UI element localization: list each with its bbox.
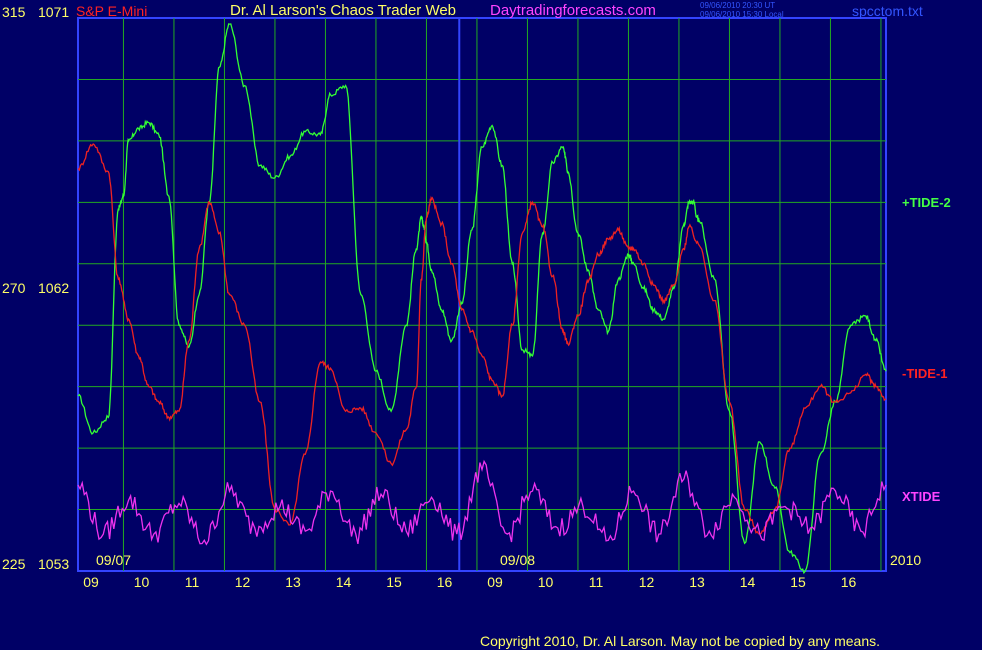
series-line-tide2 (77, 23, 887, 575)
legend-tide1: -TIDE-1 (902, 366, 948, 381)
x-tick-label: 14 (336, 574, 352, 590)
y-left-top-label: 315 (2, 4, 26, 20)
y-left-mid-label: 270 (2, 280, 26, 296)
legend-tide2: +TIDE-2 (902, 195, 951, 210)
y-right-top-label: 1071 (38, 4, 70, 20)
x-tick-label: 10 (134, 574, 150, 590)
local-timestamp: 09/06/2010 15:30 Local (700, 10, 784, 19)
file-name: spcctom.txt (852, 3, 923, 19)
x-tick-label: 16 (437, 574, 453, 590)
grid-lines (78, 18, 886, 571)
x-tick-label: 15 (386, 574, 402, 590)
legend-xtide: XTIDE (902, 489, 941, 504)
y-right-mid-label: 1062 (38, 280, 70, 296)
copyright-notice: Copyright 2010, Dr. Al Larson. May not b… (480, 633, 881, 649)
website-label: Daytradingforecasts.com (490, 2, 656, 19)
x-tick-label: 11 (185, 574, 200, 590)
x-tick-labels: 09 10 11 12 13 14 15 16 09 10 11 12 13 14 15 16 (83, 574, 856, 590)
date-label-2: 09/08 (500, 552, 536, 568)
y-left-bottom-label: 225 (2, 556, 26, 572)
x-tick-label: 09 (83, 574, 99, 590)
series-lines (77, 23, 887, 575)
x-tick-label: 15 (790, 574, 806, 590)
ut-timestamp: 09/06/2010 20:30 UT (700, 1, 776, 10)
x-tick-label: 16 (841, 574, 857, 590)
x-tick-label: 09 (487, 574, 503, 590)
series-line-xtide (77, 459, 887, 546)
x-tick-label: 14 (740, 574, 756, 590)
y-right-bottom-label: 1053 (38, 556, 70, 572)
x-tick-label: 13 (285, 574, 301, 590)
chart-title: Dr. Al Larson's Chaos Trader Web (230, 2, 457, 19)
date-label-1: 09/07 (96, 552, 132, 568)
symbol-label: S&P E-Mini (76, 3, 148, 19)
series-line-tide1 (77, 143, 887, 535)
year-label: 2010 (890, 552, 922, 568)
plot-border (77, 17, 887, 572)
x-tick-label: 13 (689, 574, 705, 590)
x-tick-label: 12 (235, 574, 251, 590)
x-tick-label: 10 (538, 574, 554, 590)
x-tick-label: 11 (589, 574, 604, 590)
x-tick-label: 12 (639, 574, 655, 590)
